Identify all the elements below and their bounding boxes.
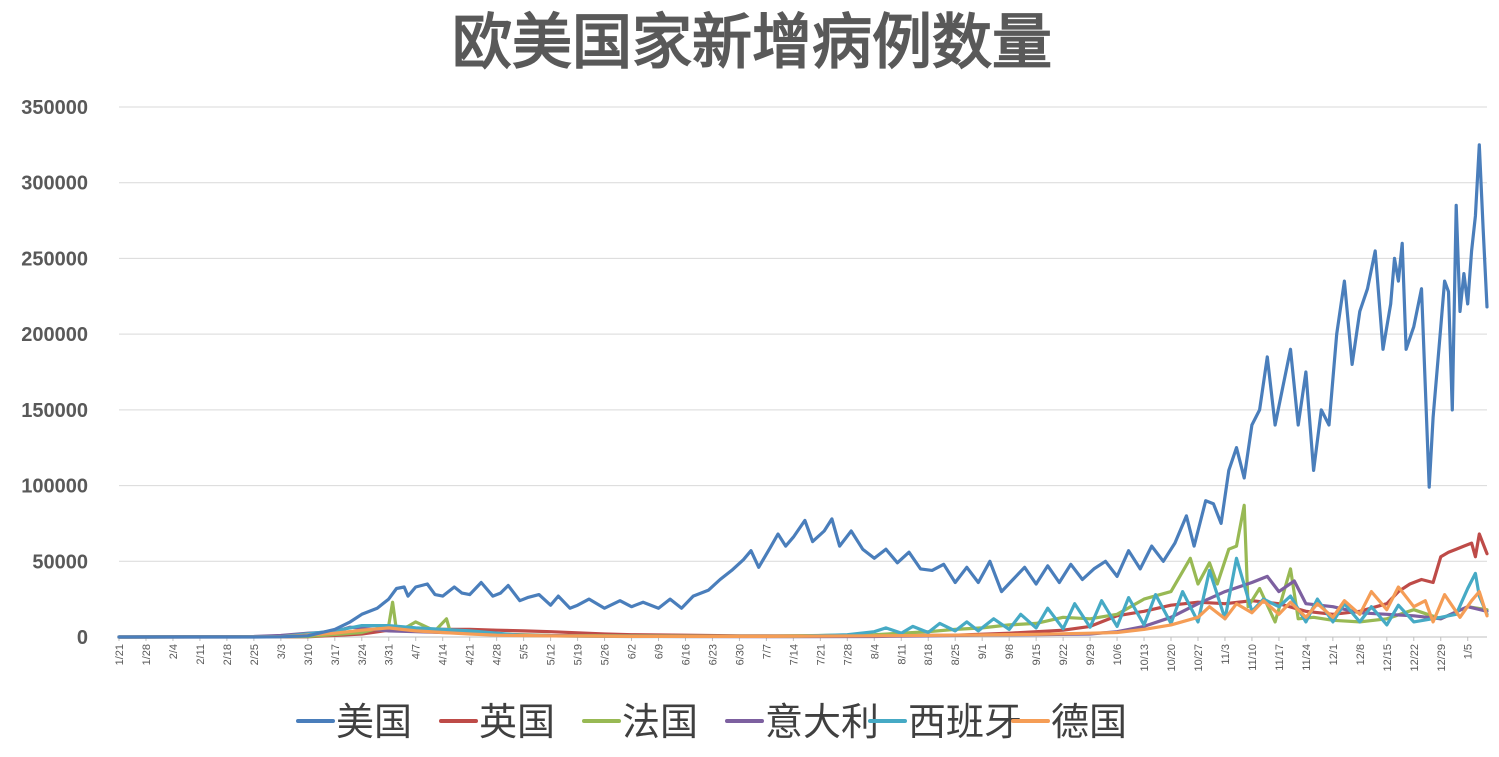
legend: 美国 英国 法国 意大利 西班牙 德国	[296, 700, 1127, 744]
x-tick-label: 3/3	[276, 644, 288, 659]
legend-label: 意大利	[765, 700, 879, 744]
y-axis-tick-labels: 0 50000 100000 150000 200000 250000 300000 3500…	[21, 97, 88, 649]
x-tick-label: 9/1	[977, 644, 989, 659]
x-tick-label: 10/13	[1139, 644, 1151, 672]
x-tick-label: 6/16	[680, 644, 692, 665]
x-tick-label: 2/18	[222, 644, 234, 665]
series-line-德国	[117, 585, 1489, 639]
y-tick-label: 200000	[21, 324, 88, 346]
x-tick-label: 11/3	[1220, 644, 1232, 665]
legend-label: 德国	[1051, 700, 1127, 744]
x-tick-label: 2/25	[249, 644, 261, 665]
x-tick-label: 10/27	[1193, 644, 1205, 672]
x-tick-label: 5/12	[546, 644, 558, 665]
x-tick-label: 3/31	[384, 644, 396, 665]
x-tick-label: 4/28	[492, 644, 504, 665]
x-tick-label: 7/14	[788, 644, 800, 665]
series-line-英国	[117, 532, 1489, 639]
x-tick-label: 1/28	[141, 644, 153, 665]
legend-label: 英国	[479, 700, 555, 744]
legend-label: 法国	[622, 700, 698, 744]
x-tick-label: 7/28	[842, 644, 854, 665]
x-tick-label: 5/5	[519, 644, 531, 659]
x-tick-label: 11/10	[1247, 644, 1259, 671]
x-tick-label: 8/18	[923, 644, 935, 665]
x-tick-label: 6/23	[707, 644, 719, 665]
x-tick-label: 11/17	[1274, 644, 1286, 671]
x-tick-label: 12/15	[1382, 644, 1394, 672]
x-tick-label: 8/4	[869, 644, 881, 659]
y-tick-label: 150000	[21, 400, 88, 422]
x-tick-label: 2/11	[195, 644, 207, 665]
y-tick-label: 250000	[21, 248, 88, 270]
y-tick-label: 300000	[21, 173, 88, 195]
x-tick-label: 4/7	[411, 644, 423, 659]
x-tick-label: 12/22	[1409, 644, 1421, 672]
gridlines	[119, 106, 1487, 638]
series-lines	[117, 143, 1489, 639]
x-tick-label: 9/29	[1085, 644, 1097, 665]
x-tick-label: 4/21	[465, 644, 477, 665]
x-axis-tick-labels: 1/21 1/28 2/4 2/11 2/18 2/25 3/3 3/10 3/17 3/24 3/…	[114, 637, 1475, 672]
x-tick-label: 12/1	[1328, 644, 1340, 665]
y-tick-label: 100000	[21, 476, 88, 498]
x-tick-label: 10/6	[1112, 644, 1124, 665]
x-tick-label: 3/10	[303, 644, 315, 665]
x-tick-label: 2/4	[168, 644, 180, 659]
x-tick-label: 11/24	[1301, 644, 1313, 671]
x-tick-label: 6/2	[627, 644, 639, 659]
y-tick-label: 350000	[21, 97, 88, 119]
x-tick-label: 8/11	[896, 644, 908, 665]
x-tick-label: 1/5	[1463, 644, 1475, 659]
x-tick-label: 3/24	[357, 644, 369, 665]
x-tick-label: 7/21	[815, 644, 827, 665]
x-tick-label: 6/9	[653, 644, 665, 659]
x-tick-label: 4/14	[438, 644, 450, 665]
x-tick-label: 12/29	[1436, 644, 1448, 672]
x-tick-label: 3/17	[330, 644, 342, 665]
x-tick-label: 5/26	[600, 644, 612, 665]
x-tick-label: 9/15	[1031, 644, 1043, 665]
legend-label: 西班牙	[908, 700, 1022, 744]
x-tick-label: 8/25	[950, 644, 962, 665]
y-tick-label: 0	[77, 627, 88, 649]
series-line-美国	[117, 143, 1489, 639]
x-tick-label: 12/8	[1355, 644, 1367, 665]
x-tick-label: 1/21	[114, 644, 126, 665]
legend-label: 美国	[336, 700, 412, 744]
x-tick-label: 10/20	[1166, 644, 1178, 672]
y-tick-label: 50000	[32, 551, 88, 573]
series-line-意大利	[117, 574, 1489, 639]
x-tick-label: 6/30	[734, 644, 746, 665]
x-tick-label: 9/22	[1058, 644, 1070, 665]
x-tick-label: 7/7	[761, 644, 773, 659]
chart-title: 欧美国家新增病例数量	[452, 8, 1052, 78]
x-tick-label: 5/19	[573, 644, 585, 665]
x-tick-label: 9/8	[1004, 644, 1016, 659]
